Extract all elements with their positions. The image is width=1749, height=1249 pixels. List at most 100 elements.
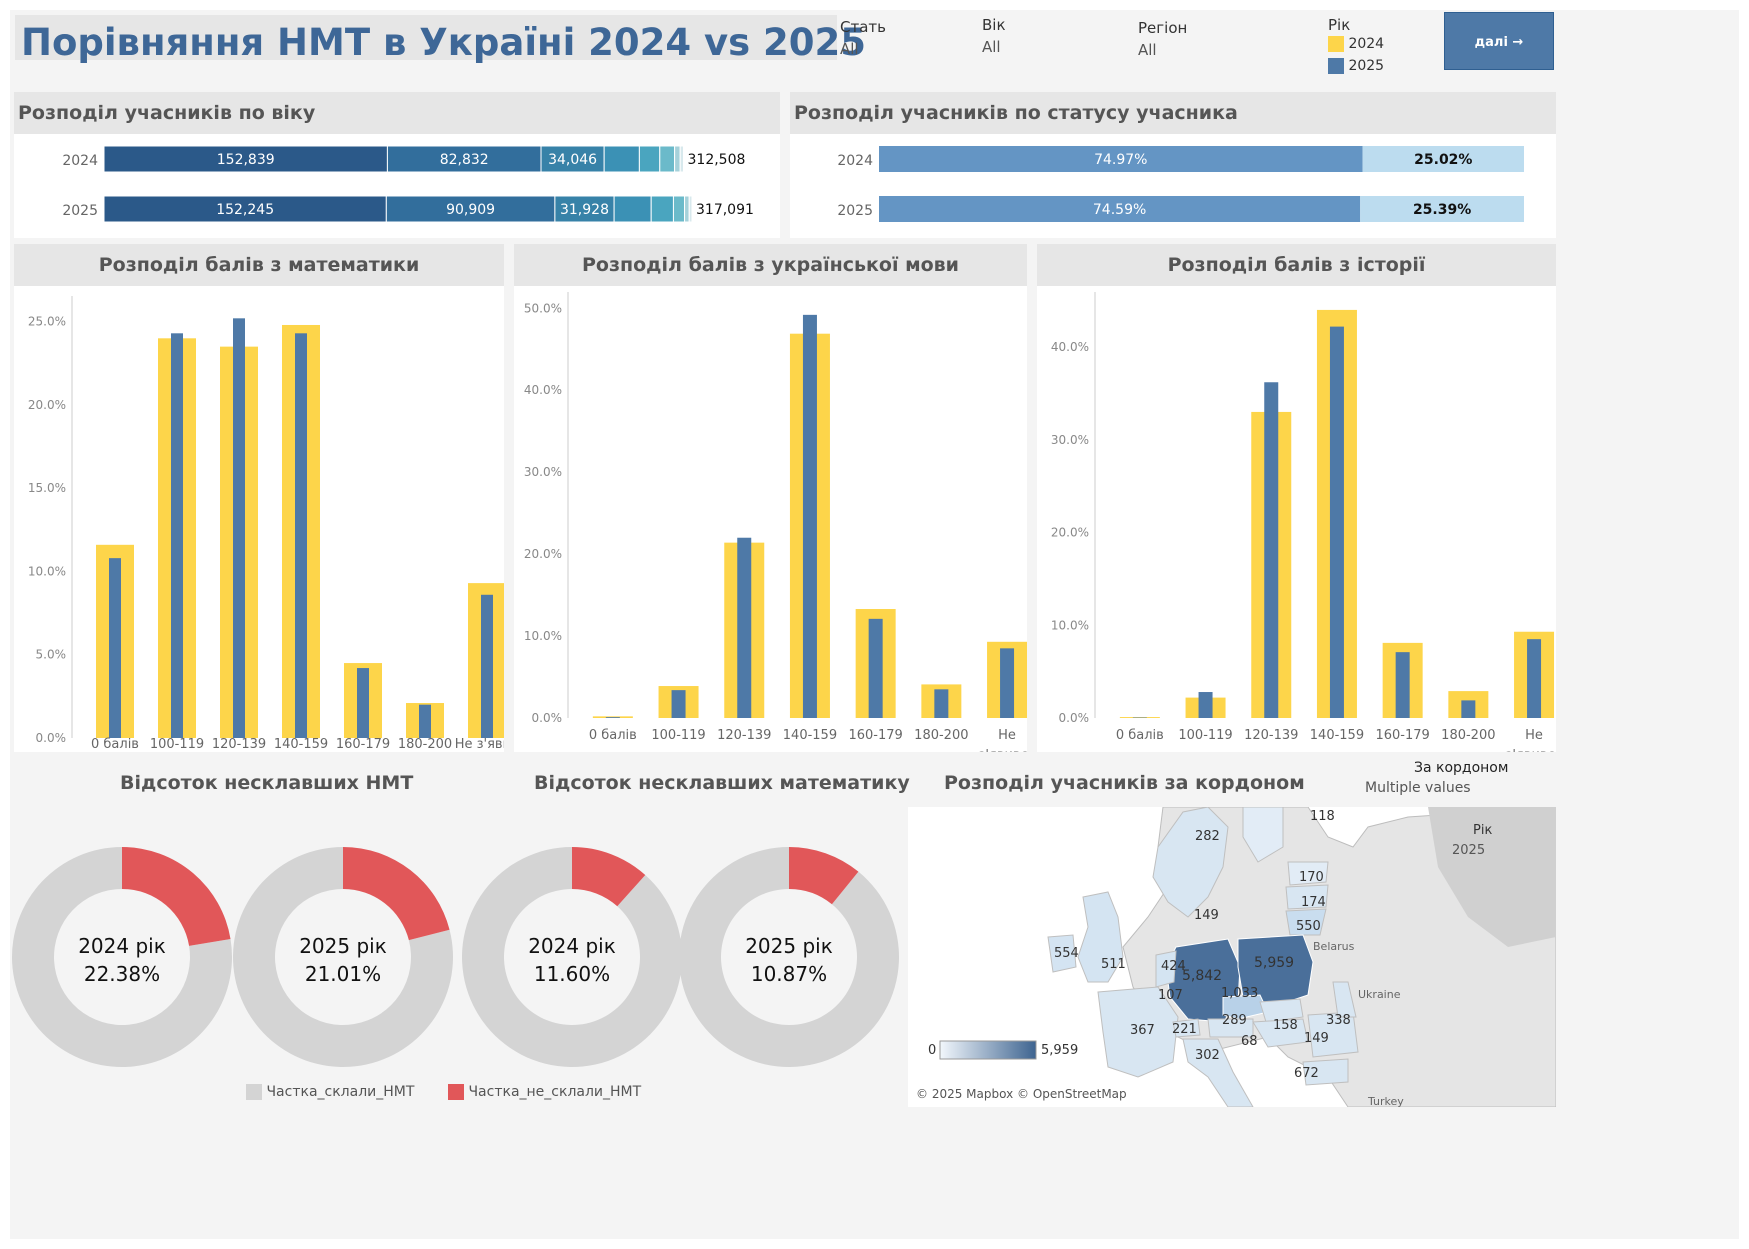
donut-legend-failed[interactable]: Частка_не_склали_НМТ xyxy=(448,1084,641,1100)
age-segment[interactable] xyxy=(672,195,686,223)
filter-gender[interactable]: Стать All xyxy=(840,18,960,58)
year-legend: Рік 2024 2025 xyxy=(1328,16,1428,74)
map-country-belarus: Belarus xyxy=(1313,940,1355,953)
bar-2025[interactable] xyxy=(605,717,620,718)
y-tick-label: 30.0% xyxy=(1051,433,1089,447)
legend-item-2025[interactable]: 2025 xyxy=(1328,58,1428,74)
x-tick-label: з'явився xyxy=(979,748,1027,752)
status-segment-a[interactable] xyxy=(879,196,1361,222)
bar-2025[interactable] xyxy=(481,594,493,738)
x-tick-label: 140-159 xyxy=(783,728,837,743)
filter-value[interactable]: All xyxy=(1138,41,1157,59)
math-title: Розподіл балів з математики xyxy=(98,254,420,276)
map-year-value: 2025 xyxy=(1452,843,1486,858)
age-segment[interactable] xyxy=(540,145,605,173)
x-tick-label: 120-139 xyxy=(717,728,771,743)
country-switzerland xyxy=(1172,1018,1201,1038)
bar-2025[interactable] xyxy=(671,690,686,718)
donut-passed-arc[interactable] xyxy=(462,847,682,1067)
donut-passed-arc[interactable] xyxy=(11,847,233,1067)
bar-2025[interactable] xyxy=(1264,382,1279,718)
hist-header: Розподіл балів з історії xyxy=(1037,244,1556,286)
legend-label: 2024 xyxy=(1348,36,1385,52)
filter-region[interactable]: Регіон All xyxy=(1138,19,1258,59)
status-year-label: 2024 xyxy=(837,153,873,169)
donut-failed-arc[interactable] xyxy=(122,847,231,946)
age-segment[interactable] xyxy=(103,145,388,173)
status-segment-a[interactable] xyxy=(879,146,1363,172)
ukr-header: Розподіл балів з української мови xyxy=(514,244,1027,286)
bar-2025[interactable] xyxy=(109,558,121,738)
country-ireland xyxy=(1047,934,1077,973)
title-bar: Порівняння НМТ в Україні 2024 vs 2025 xyxy=(15,15,866,64)
bar-2025[interactable] xyxy=(802,314,817,718)
legend-item-2024[interactable]: 2024 xyxy=(1328,36,1428,52)
donut-legend-passed[interactable]: Частка_склали_НМТ xyxy=(246,1084,414,1100)
country-lithuania xyxy=(1285,908,1327,936)
map-value: 174 xyxy=(1301,895,1326,910)
map-value: 221 xyxy=(1172,1022,1197,1037)
bar-2025[interactable] xyxy=(737,537,752,718)
y-tick-label: 30.0% xyxy=(524,465,562,479)
map-country-ukraine: Ukraine xyxy=(1358,988,1401,1001)
y-tick-label: 10.0% xyxy=(524,629,562,643)
donut-passed-arc[interactable] xyxy=(233,847,453,1067)
age-segment[interactable] xyxy=(603,145,640,173)
bar-2025[interactable] xyxy=(357,668,369,738)
filter-label: Вік xyxy=(982,16,1006,34)
donut-passed-arc[interactable] xyxy=(679,847,899,1067)
map-svg xyxy=(908,807,1556,1107)
donut-failed-arc[interactable] xyxy=(789,847,859,905)
age-segment[interactable] xyxy=(554,195,615,223)
x-tick-label: 180-200 xyxy=(914,728,968,743)
bar-2025[interactable] xyxy=(1527,639,1542,718)
filter-value[interactable]: All xyxy=(840,40,859,58)
filter-age[interactable]: Вік All xyxy=(982,16,1102,56)
y-tick-label: 20.0% xyxy=(28,398,66,412)
x-tick-label: 160-179 xyxy=(336,737,390,752)
bar-2025[interactable] xyxy=(934,689,949,718)
map-value: 1,033 xyxy=(1221,986,1259,1001)
y-tick-label: 20.0% xyxy=(524,547,562,561)
age-segment[interactable] xyxy=(688,195,693,223)
age-segment-label: 31,928 xyxy=(560,202,609,218)
donut-failed-arc[interactable] xyxy=(343,847,450,941)
bar-2025[interactable] xyxy=(868,618,883,718)
age-segment[interactable] xyxy=(679,145,685,173)
age-segment[interactable] xyxy=(638,145,661,173)
x-tick-label: 100-119 xyxy=(1178,728,1232,743)
map-panel[interactable]: 0 5,959 © 2025 Mapbox © OpenStreetMap Рі… xyxy=(908,807,1556,1107)
bar-2025[interactable] xyxy=(233,318,245,738)
status-header: Розподіл учасників по статусу учасника xyxy=(790,92,1556,134)
next-button[interactable]: далі → xyxy=(1444,12,1554,70)
map-value: 367 xyxy=(1130,1023,1155,1038)
bar-2025[interactable] xyxy=(295,333,307,738)
bar-2025[interactable] xyxy=(1329,326,1344,718)
x-tick-label: 180-200 xyxy=(1441,728,1495,743)
bar-2025[interactable] xyxy=(1395,652,1410,718)
map-attribution[interactable]: © 2025 Mapbox © OpenStreetMap xyxy=(916,1087,1127,1101)
status-title: Розподіл учасників по статусу учасника xyxy=(794,102,1238,124)
status-segment-b[interactable] xyxy=(1362,146,1524,172)
x-tick-label: 0 балів xyxy=(1116,728,1164,743)
age-segment[interactable] xyxy=(684,195,690,223)
age-segment[interactable] xyxy=(385,195,556,223)
age-segment[interactable] xyxy=(674,145,681,173)
age-segment[interactable] xyxy=(386,145,542,173)
country-italy xyxy=(1182,1038,1254,1107)
map-value: 149 xyxy=(1194,908,1219,923)
status-segment-b[interactable] xyxy=(1360,196,1524,222)
bar-2025[interactable] xyxy=(171,333,183,738)
age-segment[interactable] xyxy=(613,195,652,223)
bar-2025[interactable] xyxy=(1461,700,1476,718)
bar-2025[interactable] xyxy=(1198,692,1213,718)
donut-failed-arc[interactable] xyxy=(572,847,646,907)
ukr-title: Розподіл балів з української мови xyxy=(581,254,959,276)
age-segment[interactable] xyxy=(650,195,674,223)
bar-2025[interactable] xyxy=(1000,648,1015,718)
bar-2025[interactable] xyxy=(419,704,431,738)
x-tick-label: 0 балів xyxy=(91,737,139,752)
age-segment[interactable] xyxy=(659,145,676,173)
map-filter-value[interactable]: Multiple values xyxy=(1365,780,1471,796)
filter-value[interactable]: All xyxy=(982,38,1001,56)
